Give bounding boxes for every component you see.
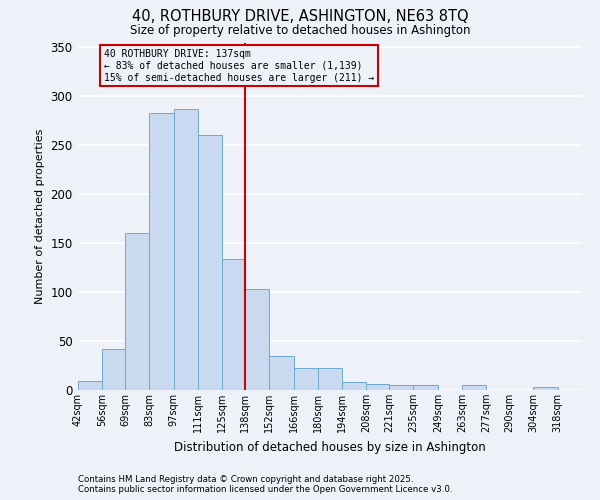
Text: Contains HM Land Registry data © Crown copyright and database right 2025.: Contains HM Land Registry data © Crown c… bbox=[78, 475, 413, 484]
Bar bbox=[173, 109, 198, 390]
Text: 40, ROTHBURY DRIVE, ASHINGTON, NE63 8TQ: 40, ROTHBURY DRIVE, ASHINGTON, NE63 8TQ bbox=[131, 9, 469, 24]
Bar bbox=[389, 385, 413, 390]
Bar bbox=[222, 259, 245, 390]
Bar bbox=[462, 385, 487, 390]
Bar bbox=[342, 382, 367, 390]
Bar bbox=[198, 134, 222, 390]
Text: Size of property relative to detached houses in Ashington: Size of property relative to detached ho… bbox=[130, 24, 470, 37]
Bar bbox=[269, 356, 293, 390]
Bar bbox=[103, 349, 125, 390]
Text: Contains public sector information licensed under the Open Government Licence v3: Contains public sector information licen… bbox=[78, 485, 452, 494]
Bar bbox=[125, 234, 149, 390]
X-axis label: Distribution of detached houses by size in Ashington: Distribution of detached houses by size … bbox=[174, 440, 486, 454]
Bar bbox=[293, 368, 318, 390]
Bar bbox=[78, 381, 103, 390]
Bar bbox=[245, 289, 269, 390]
Bar bbox=[318, 368, 342, 390]
Text: 40 ROTHBURY DRIVE: 137sqm
← 83% of detached houses are smaller (1,139)
15% of se: 40 ROTHBURY DRIVE: 137sqm ← 83% of detac… bbox=[104, 50, 374, 82]
Bar bbox=[533, 387, 557, 390]
Y-axis label: Number of detached properties: Number of detached properties bbox=[35, 128, 44, 304]
Bar bbox=[413, 385, 438, 390]
Bar bbox=[149, 113, 173, 390]
Bar bbox=[367, 384, 389, 390]
